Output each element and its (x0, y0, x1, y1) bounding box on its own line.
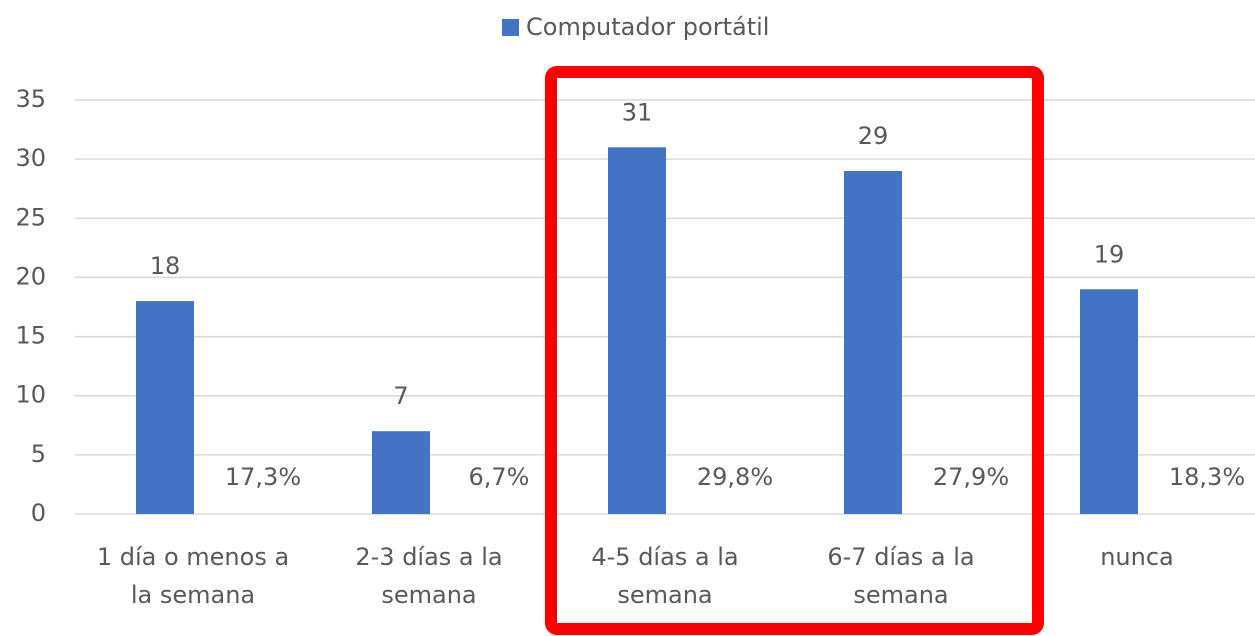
y-tick-label: 10 (15, 381, 46, 409)
x-tick-label: nunca (1100, 543, 1174, 571)
highlight-box (545, 66, 1044, 635)
data-label: 29 (858, 122, 889, 150)
data-label: 19 (1094, 240, 1125, 268)
y-tick-label: 5 (31, 440, 46, 468)
y-tick-label: 25 (15, 203, 46, 231)
x-tick-label: 6-7 días a la semana (827, 543, 975, 609)
percent-label: 6,7% (469, 463, 530, 491)
x-tick-label: 4-5 días a la semana (591, 543, 739, 609)
percent-label: 18,3% (1169, 463, 1245, 491)
bar (136, 301, 194, 514)
percent-label: 29,8% (697, 463, 773, 491)
y-tick-label: 15 (15, 322, 46, 350)
bar (608, 147, 666, 515)
y-tick-label: 30 (15, 144, 46, 172)
legend-swatch (502, 19, 519, 36)
legend-label: Computador portátil (526, 13, 769, 41)
x-tick-label: 2-3 días a la semana (355, 543, 503, 609)
percent-label: 17,3% (225, 463, 301, 491)
bar (1080, 289, 1138, 514)
data-label: 31 (622, 98, 653, 126)
y-tick-label: 0 (31, 499, 46, 527)
percent-label: 27,9% (933, 463, 1009, 491)
bar (372, 431, 430, 514)
y-tick-label: 20 (15, 262, 46, 290)
y-tick-label: 35 (15, 85, 46, 113)
x-tick-label: 1 día o menos a la semana (96, 543, 290, 609)
data-label: 18 (150, 252, 181, 280)
bar (844, 170, 902, 514)
data-label: 7 (393, 382, 408, 410)
